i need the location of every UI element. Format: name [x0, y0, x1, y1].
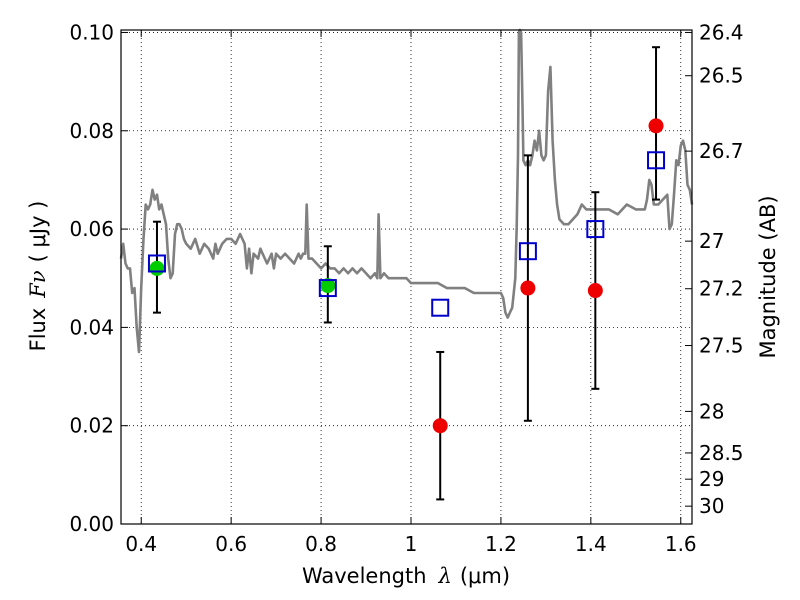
right-tick-label: 26.5 [699, 64, 744, 88]
x-tick-label: 0.6 [215, 532, 247, 556]
x-tick-label: 1.2 [485, 532, 517, 556]
x-axis-label: Wavelength λ (μm) [302, 564, 510, 588]
right-tick-label: 26.4 [699, 20, 744, 44]
right-tick-label: 30 [699, 494, 724, 518]
model-band-square [647, 151, 666, 170]
x-tick-label: 1.4 [575, 532, 607, 556]
y-tick-label: 0.02 [69, 414, 114, 438]
tick-layer: 0.4 0.6 0.8 1 1.2 1.4 1.6 0.00 0.02 0.04 0.06 0.08 0… [69, 20, 743, 556]
right-tick-label: 28.5 [699, 441, 744, 465]
right-tick-label: 27 [699, 229, 724, 253]
model-band-square [318, 279, 337, 298]
marker-layer [147, 118, 666, 434]
y-tick-label: 0.08 [69, 119, 114, 143]
model-spectrum-layer [119, 28, 694, 354]
observed-data-point [587, 283, 603, 299]
y-tick-label: 0.04 [69, 315, 114, 339]
y-tick-label: 0.10 [69, 20, 114, 44]
model-spectrum-line [119, 28, 694, 354]
right-tick-label: 29 [699, 467, 724, 491]
x-tick-label: 0.8 [305, 532, 337, 556]
right-tick-label: 27.2 [699, 277, 744, 301]
y-tick-label: 0.00 [69, 512, 114, 536]
model-band-square [147, 254, 166, 273]
model-band-square [431, 298, 450, 317]
x-tick-label: 1 [405, 532, 418, 556]
x-tick-label: 0.4 [125, 532, 157, 556]
plot-frame [120, 29, 693, 525]
right-tick-label: 26.7 [699, 139, 744, 163]
right-tick-label: 27.5 [699, 334, 744, 358]
optical-data-point [320, 278, 336, 294]
model-band-square [518, 242, 537, 261]
y-tick-label: 0.06 [69, 217, 114, 241]
observed-data-point [648, 118, 664, 134]
right-tick-label: 28 [699, 399, 724, 423]
y-axis-label: FluxFν( μJy ) [26, 201, 50, 352]
right-axis-label: Magnitude (AB) [756, 195, 780, 358]
x-tick-label: 1.6 [665, 532, 697, 556]
observed-data-point [432, 418, 448, 434]
model-band-square [586, 220, 605, 239]
observed-data-point [520, 280, 536, 296]
optical-data-point [149, 260, 165, 276]
